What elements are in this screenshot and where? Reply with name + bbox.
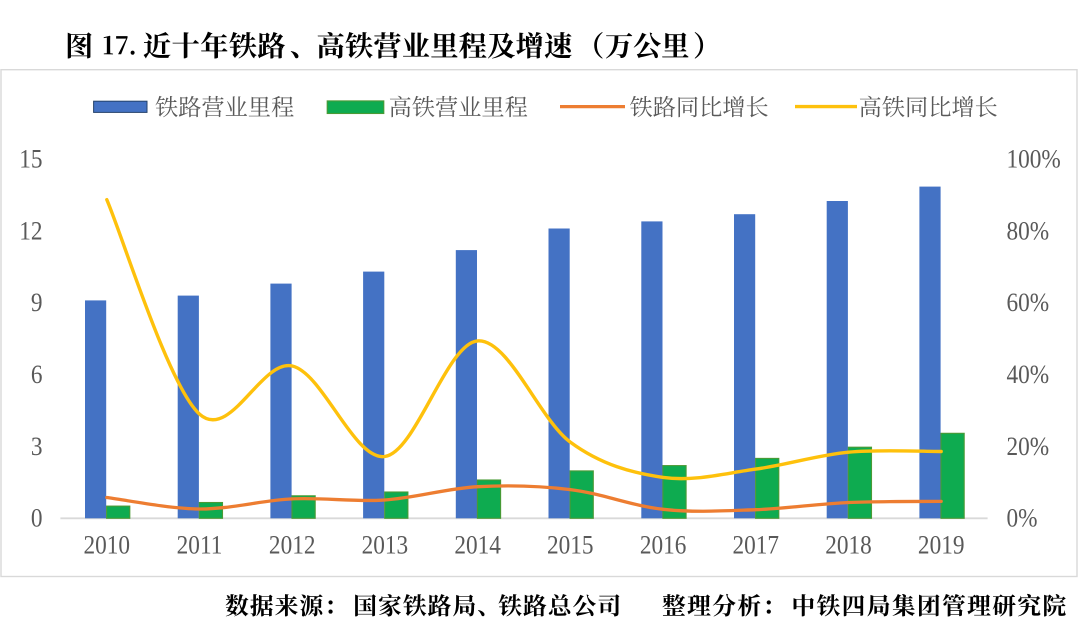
svg-text:2017: 2017 — [733, 531, 780, 560]
svg-text:40%: 40% — [1007, 361, 1050, 390]
svg-text:2012: 2012 — [269, 531, 316, 560]
svg-text:15: 15 — [19, 145, 42, 174]
svg-text:9: 9 — [31, 289, 43, 318]
svg-text:2018: 2018 — [825, 531, 872, 560]
svg-text:60%: 60% — [1007, 289, 1050, 318]
svg-text:100%: 100% — [1007, 145, 1061, 174]
svg-text:12: 12 — [19, 217, 42, 246]
svg-text:2016: 2016 — [640, 531, 687, 560]
svg-text:2013: 2013 — [362, 531, 409, 560]
svg-text:3: 3 — [31, 433, 43, 462]
svg-text:2019: 2019 — [918, 531, 965, 560]
svg-text:6: 6 — [31, 361, 43, 390]
svg-text:0%: 0% — [1007, 504, 1038, 533]
svg-text:80%: 80% — [1007, 217, 1050, 246]
svg-text:0: 0 — [31, 504, 43, 533]
svg-text:2011: 2011 — [177, 531, 223, 560]
svg-text:2015: 2015 — [547, 531, 594, 560]
svg-text:20%: 20% — [1007, 433, 1050, 462]
svg-text:2010: 2010 — [84, 531, 131, 560]
svg-text:2014: 2014 — [454, 531, 501, 560]
